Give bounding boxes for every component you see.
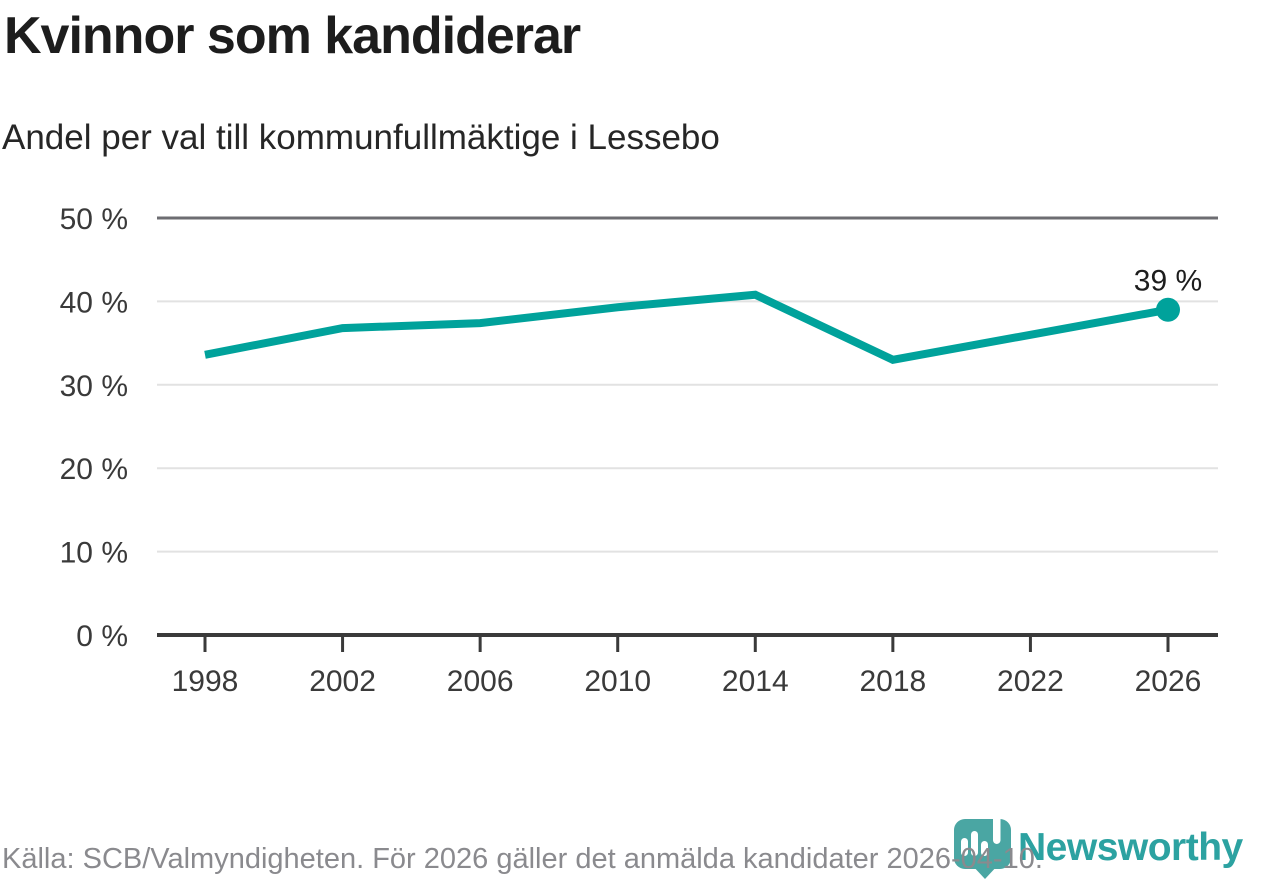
chart-subtitle: Andel per val till kommunfullmäktige i L… — [2, 118, 720, 157]
end-point-marker — [1156, 297, 1180, 322]
source-note: Källa: SCB/Valmyndigheten. För 2026 gäll… — [2, 843, 1043, 875]
y-tick-label: 10 % — [60, 537, 128, 570]
data-line — [204, 290, 1169, 364]
y-tick-label: 40 % — [60, 286, 128, 319]
newsworthy-logo-text: Newsworthy — [1018, 826, 1243, 869]
y-tick-label: 0 % — [76, 620, 128, 653]
newsworthy-pin-icon — [954, 808, 1011, 879]
y-tick-label: 30 % — [60, 370, 128, 403]
x-tick-label: 2014 — [722, 665, 789, 698]
y-tick-label: 20 % — [60, 453, 128, 486]
x-tick-label: 2006 — [447, 665, 514, 698]
newsworthy-logo: Newsworthy — [952, 806, 1262, 879]
x-tick-label: 1998 — [172, 665, 239, 698]
x-tick-label: 2002 — [309, 665, 376, 698]
x-tick-label: 2022 — [997, 665, 1064, 698]
x-tick-label: 2026 — [1135, 665, 1202, 698]
x-tick-label: 2010 — [584, 665, 651, 698]
x-tick-label: 2018 — [859, 665, 926, 698]
chart-title: Kvinnor som kandiderar — [4, 7, 581, 65]
end-point-label: 39 % — [1134, 265, 1202, 298]
y-tick-label: 50 % — [60, 203, 128, 236]
